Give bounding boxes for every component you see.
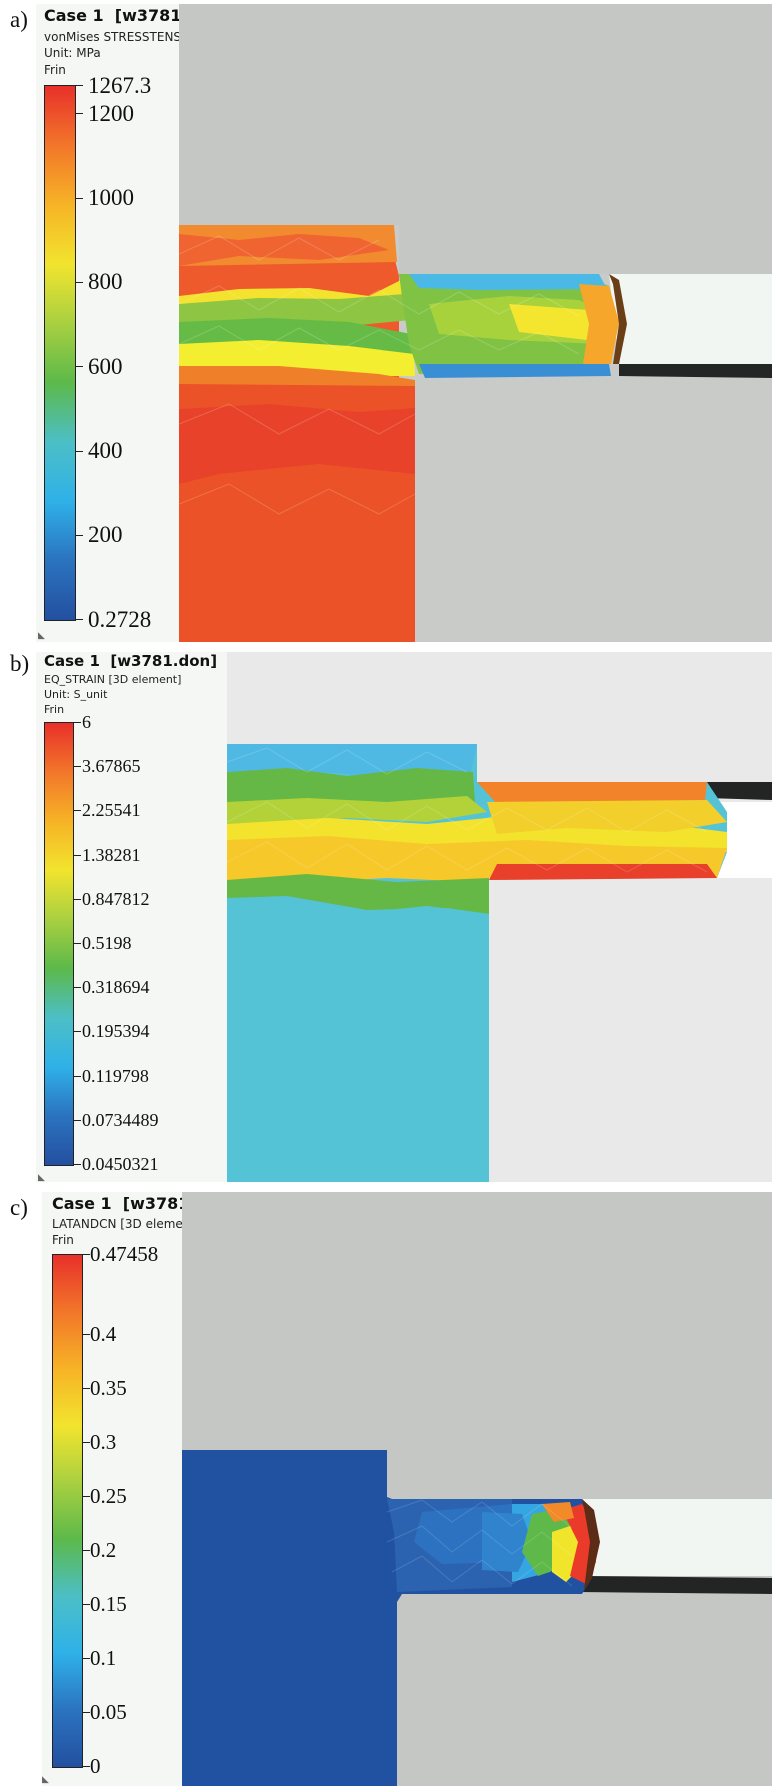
- colorbar-tick-label: 1200: [88, 100, 134, 126]
- contour-plot: [227, 652, 772, 1182]
- colorbar-tick: [82, 1658, 90, 1660]
- colorbar-tick-label: 0: [90, 1753, 101, 1778]
- axis-triad-icon: ◣: [42, 1774, 49, 1784]
- colorbar-tick-label: 0.119798: [82, 1065, 149, 1086]
- colorbar-tick: [73, 1075, 81, 1077]
- colorbar-tick: [73, 898, 81, 900]
- colorbar-tick-label: 1.38281: [82, 844, 141, 865]
- colorbar-tick: [73, 854, 81, 856]
- colorbar-tick-label: 400: [88, 438, 123, 464]
- colorbar-tick-label: 0.318694: [82, 977, 150, 998]
- colorbar-tick: [73, 1031, 81, 1033]
- panel-label: b): [10, 651, 30, 676]
- colorbar-tick-label: 200: [88, 522, 123, 548]
- panel-label: a): [10, 7, 28, 32]
- panel-c: c) Case 1 [w3781.don] LATANDCN [3D eleme…: [0, 1190, 772, 1786]
- colorbar: [52, 1254, 83, 1768]
- colorbar-tick-label: 2.25541: [82, 800, 141, 821]
- colorbar-tick-label: 800: [88, 269, 123, 295]
- colorbar-tick-label: 600: [88, 353, 123, 379]
- colorbar-tick: [82, 1388, 90, 1390]
- result-step: Frin: [44, 63, 66, 77]
- colorbar-tick-label: 0.25: [90, 1483, 127, 1508]
- colorbar: [44, 722, 74, 1166]
- colorbar-tick-label: 0.47458: [90, 1241, 159, 1266]
- colorbar-tick: [73, 1119, 81, 1121]
- colorbar-tick-label: 0.195394: [82, 1021, 150, 1042]
- colorbar-tick: [75, 366, 83, 368]
- colorbar-tick-label: 1000: [88, 185, 134, 211]
- colorbar-tick: [73, 810, 81, 812]
- colorbar-tick-label: 0.0734489: [82, 1109, 159, 1130]
- colorbar-tick: [73, 943, 81, 944]
- colorbar-tick-label: 0.15: [90, 1591, 127, 1616]
- colorbar-tick-label: 0.2: [90, 1537, 117, 1562]
- colorbar-tick: [82, 1254, 90, 1255]
- result-step: Frin: [44, 703, 65, 716]
- colorbar: [44, 85, 76, 621]
- colorbar-tick-label: 0.5198: [82, 933, 132, 953]
- colorbar-tick: [75, 281, 83, 283]
- colorbar-tick: [82, 1442, 90, 1444]
- axis-triad-icon: ◣: [38, 630, 45, 640]
- colorbar-tick-label: 0.05: [90, 1699, 127, 1724]
- result-unit: Unit: MPa: [44, 46, 101, 60]
- contour-plot: [179, 4, 772, 642]
- colorbar-tick: [75, 85, 83, 86]
- colorbar-tick-label: 6: [82, 712, 91, 732]
- colorbar-tick: [73, 722, 81, 723]
- result-type: LATANDCN [3D element]: [52, 1217, 200, 1231]
- colorbar-tick-label: 0.0450321: [82, 1154, 159, 1174]
- colorbar-tick-label: 0.3: [90, 1429, 117, 1454]
- colorbar-tick: [75, 534, 83, 536]
- colorbar-tick: [75, 619, 83, 620]
- colorbar-tick-label: 0.847812: [82, 888, 150, 909]
- colorbar-tick-label: 0.4: [90, 1321, 117, 1346]
- panel-label: c): [10, 1195, 28, 1220]
- colorbar-tick: [73, 1164, 81, 1165]
- colorbar-tick: [82, 1766, 90, 1767]
- result-title: Case 1 [w3781.don]: [44, 652, 218, 670]
- colorbar-tick: [82, 1550, 90, 1552]
- colorbar-tick: [75, 113, 83, 115]
- colorbar-tick: [73, 987, 81, 989]
- colorbar-tick-label: 3.67865: [82, 756, 141, 777]
- colorbar-tick-label: 1267.3: [88, 72, 152, 98]
- result-type: EQ_STRAIN [3D element]: [44, 673, 182, 686]
- panel-a: a) Case 1 [w3781.don] vonMises STRESSTEN…: [0, 0, 772, 642]
- colorbar-tick: [82, 1712, 90, 1714]
- result-unit: Unit: S_unit: [44, 688, 108, 701]
- colorbar-tick-label: 0.1: [90, 1645, 117, 1670]
- colorbar-tick: [82, 1496, 90, 1498]
- colorbar-tick: [82, 1334, 90, 1336]
- panel-b: b) Case 1 [w3781.don] EQ_STRAIN [3D elem…: [0, 650, 772, 1182]
- contour-plot: [182, 1192, 772, 1786]
- colorbar-tick: [75, 450, 83, 452]
- colorbar-tick: [82, 1604, 90, 1606]
- colorbar-tick: [73, 766, 81, 768]
- colorbar-tick-label: 0.2728: [88, 606, 152, 632]
- colorbar-tick-label: 0.35: [90, 1375, 127, 1400]
- result-step: Frin: [52, 1233, 74, 1247]
- axis-triad-icon: ◣: [38, 1172, 45, 1182]
- colorbar-tick: [75, 197, 83, 199]
